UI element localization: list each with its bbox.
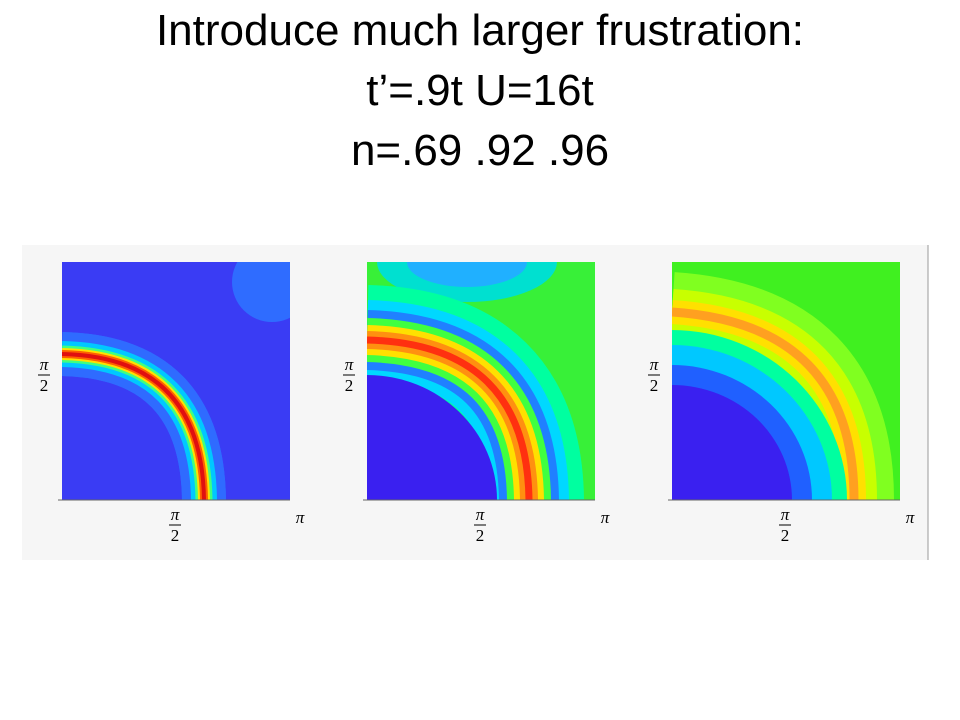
- title-line: Introduce much larger frustration:: [155, 6, 805, 55]
- x-label-pi: π: [601, 508, 610, 527]
- title-line: n=.69 .92 .96: [350, 126, 610, 175]
- heatmap-region: [367, 375, 497, 500]
- heatmap: [62, 262, 290, 500]
- heatmap-region: [232, 262, 290, 322]
- y-label-den: 2: [345, 376, 354, 395]
- x-label-num: π: [476, 505, 485, 524]
- y-label-num: π: [650, 355, 659, 374]
- heatmap-band: [62, 352, 206, 500]
- heatmap-band: [672, 307, 859, 500]
- y-label-num: π: [345, 355, 354, 374]
- x-label-den: 2: [171, 526, 180, 545]
- title-line: t’=.9t U=16t: [366, 66, 594, 115]
- x-label-num: π: [171, 505, 180, 524]
- y-label-den: 2: [650, 376, 659, 395]
- x-label-pi: π: [296, 508, 305, 527]
- x-label-den: 2: [781, 526, 790, 545]
- y-label-num: π: [40, 355, 49, 374]
- x-label-den: 2: [476, 526, 485, 545]
- heatmap-region: [407, 262, 527, 287]
- heatmap: [672, 262, 900, 500]
- heatmap-band: [367, 336, 533, 500]
- x-label-pi: π: [906, 508, 915, 527]
- heatmap: [367, 262, 595, 500]
- x-label-num: π: [781, 505, 790, 524]
- heatmap-region: [672, 385, 792, 500]
- y-label-den: 2: [40, 376, 49, 395]
